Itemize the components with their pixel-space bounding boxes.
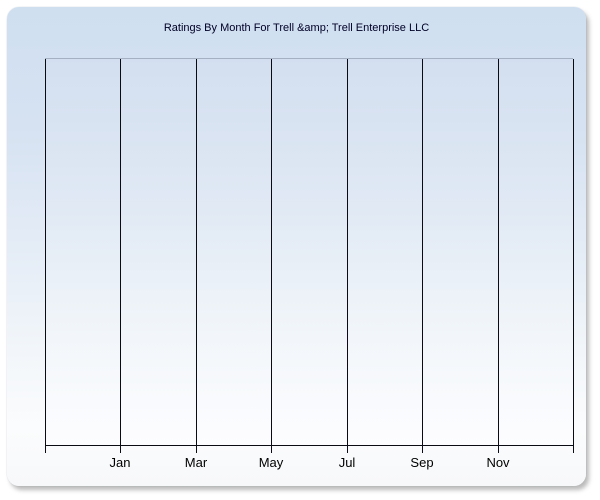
x-tick-label: Jul (338, 455, 356, 470)
vertical-gridline (271, 59, 272, 453)
x-axis-line (45, 445, 574, 446)
plot-boundary-line (573, 59, 574, 453)
x-tick-label: Nov (486, 455, 510, 470)
vertical-gridline (422, 59, 423, 453)
chart-panel: Jan Mar May Jul Sep Nov (7, 7, 586, 486)
x-tick-label: Sep (410, 455, 434, 470)
vertical-gridline (120, 59, 121, 453)
vertical-gridline (347, 59, 348, 453)
vertical-gridline (498, 59, 499, 453)
vertical-gridline (196, 59, 197, 453)
x-tick-label: Jan (109, 455, 131, 470)
x-tick-label: May (258, 455, 284, 470)
plot-area: Jan Mar May Jul Sep Nov (45, 58, 574, 470)
chart-title: Ratings By Month For Trell &amp; Trell E… (163, 22, 430, 34)
plot-boundary-line (45, 59, 46, 453)
x-tick-label: Mar (184, 455, 208, 470)
